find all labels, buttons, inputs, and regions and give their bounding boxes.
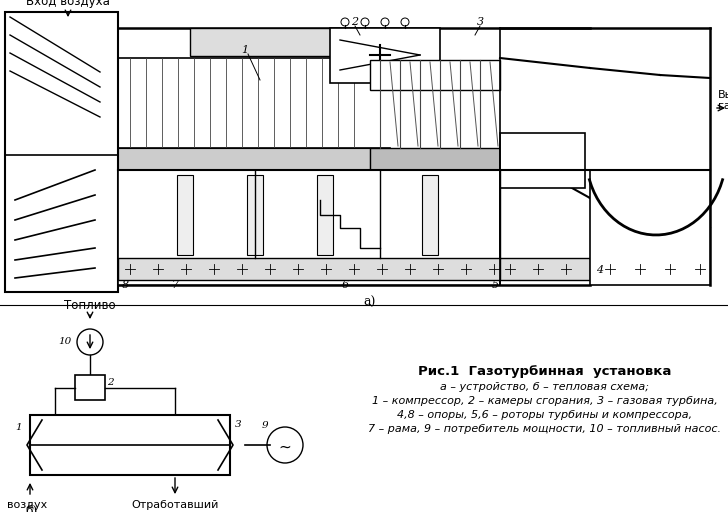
Circle shape [149, 260, 167, 278]
Text: воздух: воздух [7, 500, 47, 510]
Text: 4: 4 [596, 265, 604, 275]
Bar [190, 28, 370, 56]
Circle shape [317, 260, 335, 278]
Text: б): б) [25, 505, 37, 512]
Circle shape [557, 260, 575, 278]
Bar [118, 258, 500, 280]
Bar [590, 170, 710, 285]
Text: а – устройство, б – тепловая схема;: а – устройство, б – тепловая схема; [440, 382, 649, 392]
Text: 3: 3 [235, 420, 242, 429]
Circle shape [401, 18, 409, 26]
Circle shape [267, 427, 303, 463]
Circle shape [661, 260, 679, 278]
Bar [30, 415, 230, 475]
Text: Топливо: Топливо [64, 299, 116, 312]
Circle shape [361, 18, 369, 26]
Bar [370, 60, 500, 90]
Circle shape [95, 103, 109, 117]
Text: Вход воздуха: Вход воздуха [26, 0, 110, 8]
Bar [118, 170, 500, 285]
Bar [422, 175, 438, 255]
Circle shape [233, 260, 251, 278]
Circle shape [373, 260, 391, 278]
Circle shape [177, 260, 195, 278]
Circle shape [485, 260, 503, 278]
Text: 5: 5 [491, 280, 499, 290]
Circle shape [691, 260, 709, 278]
Text: 4,8 – опоры, 5,6 – роторы турбины и компрессора,: 4,8 – опоры, 5,6 – роторы турбины и комп… [397, 410, 692, 420]
Bar [75, 375, 105, 400]
Bar [177, 175, 193, 255]
Bar [500, 133, 585, 188]
Circle shape [205, 260, 223, 278]
Text: 9: 9 [261, 420, 269, 430]
Circle shape [631, 260, 649, 278]
Text: 2: 2 [107, 378, 114, 387]
Text: а): а) [364, 296, 376, 309]
Circle shape [289, 260, 307, 278]
Circle shape [457, 260, 475, 278]
Circle shape [401, 260, 419, 278]
Bar [247, 175, 263, 255]
Circle shape [529, 260, 547, 278]
Text: 7: 7 [171, 280, 178, 290]
Circle shape [77, 329, 103, 355]
Text: 8: 8 [122, 280, 129, 290]
Circle shape [345, 260, 363, 278]
Text: Рис.1  Газотурбинная  установка: Рис.1 Газотурбинная установка [419, 365, 672, 378]
Text: 7 – рама, 9 – потребитель мощности, 10 – топливный насос.: 7 – рама, 9 – потребитель мощности, 10 –… [368, 424, 721, 434]
Circle shape [121, 260, 139, 278]
Bar [5, 12, 118, 292]
Bar [330, 28, 440, 83]
Circle shape [501, 260, 519, 278]
Circle shape [381, 18, 389, 26]
Circle shape [261, 260, 279, 278]
Text: 3: 3 [476, 17, 483, 27]
Circle shape [601, 260, 619, 278]
Circle shape [429, 260, 447, 278]
Text: 1: 1 [242, 45, 248, 55]
Text: Выход
газа: Выход газа [718, 89, 728, 111]
Circle shape [341, 18, 349, 26]
Text: 6: 6 [341, 280, 349, 290]
Bar [500, 258, 590, 280]
Text: 10: 10 [59, 337, 72, 347]
Text: ~: ~ [279, 439, 291, 455]
Text: 1: 1 [15, 423, 22, 432]
Text: 1 – компрессор, 2 – камеры сгорания, 3 – газовая турбина,: 1 – компрессор, 2 – камеры сгорания, 3 –… [372, 396, 718, 406]
Text: 2: 2 [352, 17, 359, 27]
Bar [317, 175, 333, 255]
Bar [118, 148, 370, 170]
Bar [370, 148, 500, 173]
Text: Отработавший
газ: Отработавший газ [131, 500, 218, 512]
